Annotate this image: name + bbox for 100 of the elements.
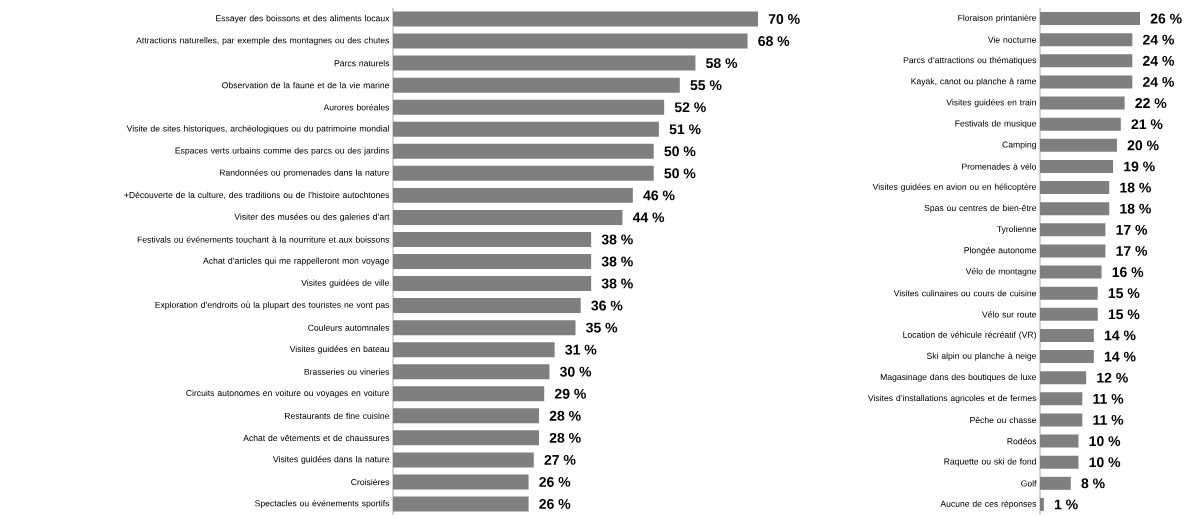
y-tick-label: Visiter des musées ou des galeries d’art <box>234 213 390 222</box>
bar <box>1040 54 1133 68</box>
y-tick-label: Achat d’articles qui me rappelleront mon voyage <box>203 257 390 266</box>
bar <box>393 408 539 424</box>
bar <box>393 99 665 115</box>
y-tick-label: Croisières <box>351 478 390 486</box>
y-tick-label: Visites guidées en bateau <box>289 345 389 354</box>
data-label: 24 % <box>1143 76 1175 87</box>
data-label: 26 % <box>539 499 571 509</box>
bar <box>1040 33 1133 47</box>
y-tick-label: Visites guidées en train <box>946 99 1036 108</box>
bar <box>393 298 581 314</box>
y-tick-label: Vélo de montagne <box>965 268 1037 277</box>
y-tick-label: Visites guidées dans la nature <box>273 455 390 464</box>
bar <box>1040 181 1110 195</box>
bar <box>393 496 529 512</box>
y-tick-label: Visites culinaires ou cours de cuisine <box>893 290 1037 297</box>
data-label: 26 % <box>539 476 571 487</box>
bar <box>393 430 539 446</box>
data-label: 38 % <box>601 234 633 245</box>
y-tick-label: Visite de sites historiques, archéologiques ou du patrimoine mondial <box>126 125 389 134</box>
data-label: 68 % <box>758 36 790 47</box>
data-label: 28 % <box>549 432 581 443</box>
y-tick-label: Festivals de musique <box>955 120 1037 129</box>
data-label: 24 % <box>1143 34 1175 45</box>
bar <box>393 209 623 225</box>
y-tick-label: Kayak, canot ou planche à rame <box>911 77 1037 87</box>
data-label: 38 % <box>601 256 633 267</box>
data-label: 52 % <box>674 102 706 113</box>
bar <box>393 231 592 247</box>
y-tick-label: Location de véhicule récréatif (VR) <box>903 331 1036 340</box>
bar <box>393 55 696 71</box>
bar <box>1040 371 1087 385</box>
bar <box>1040 75 1133 89</box>
bar <box>1040 350 1094 364</box>
y-tick-label: +Découverte de la culture, des traditions ou de l’histoire autochtones <box>124 191 390 200</box>
y-tick-label: Promenades à vélo <box>962 163 1037 170</box>
data-label: 26 % <box>1150 13 1182 24</box>
y-tick-label: Vie nocturne <box>987 36 1037 43</box>
bar <box>1040 202 1110 216</box>
y-tick-label: Randonnées ou promenades dans la nature <box>219 169 390 178</box>
y-tick-label: Spectacles ou événements sportifs <box>255 499 390 509</box>
bar <box>393 165 654 181</box>
data-label: 27 % <box>544 454 576 465</box>
data-label: 15 % <box>1108 309 1140 320</box>
y-tick-label: Raquette ou ski de fond <box>944 458 1036 467</box>
data-label: 35 % <box>586 322 618 333</box>
y-tick-label: Essayer des boissons et des aliments locaux <box>216 15 390 24</box>
bar <box>393 11 758 27</box>
y-tick-label: Vélo sur route <box>982 311 1037 318</box>
y-tick-label: Couleurs automnales <box>308 324 390 331</box>
y-tick-label: Golf <box>1021 480 1037 487</box>
bar <box>393 33 748 49</box>
bar <box>393 342 555 358</box>
bar <box>1040 159 1114 173</box>
y-tick-label: Ski alpin ou planche à neige <box>926 352 1037 361</box>
y-tick-label: Observation de la faune et de la vie marine <box>222 82 390 89</box>
y-tick-label: Circuits autonomes en voiture ou voyages en voiture <box>186 389 390 398</box>
bar <box>1040 455 1079 469</box>
data-label: 46 % <box>643 190 675 201</box>
bar <box>393 276 592 292</box>
y-tick-label: Rodéos <box>1007 437 1037 445</box>
data-label: 58 % <box>706 58 738 69</box>
bar <box>393 452 534 468</box>
bar <box>1040 286 1098 300</box>
bar <box>1040 96 1125 110</box>
y-tick-label: Parcs d’attractions ou thématiques <box>903 56 1037 65</box>
data-label: 11 % <box>1093 393 1124 404</box>
data-label: 31 % <box>565 344 597 355</box>
data-label: 11 % <box>1093 415 1124 425</box>
data-label: 30 % <box>559 366 592 377</box>
bar <box>1040 413 1083 427</box>
data-label: 70 % <box>768 14 800 24</box>
bar <box>393 320 576 336</box>
data-label: 14 % <box>1104 351 1136 362</box>
data-label: 21 % <box>1131 119 1163 130</box>
bar <box>393 77 680 93</box>
data-label: 38 % <box>601 278 633 289</box>
bar <box>1040 223 1106 237</box>
data-label: 8 % <box>1081 478 1105 489</box>
y-tick-label: Exploration d’endroits où la plupart des touristes ne vont pas <box>155 301 390 310</box>
y-tick-label: Aucune de ces réponses <box>940 500 1037 509</box>
y-tick-label: Visites guidées de ville <box>301 279 390 288</box>
y-tick-label: Espaces verts urbains comme des parcs ou des jardins <box>175 147 390 156</box>
bar <box>393 254 592 270</box>
data-label: 50 % <box>664 146 696 157</box>
data-label: 1 % <box>1054 499 1078 510</box>
y-tick-label: Visites guidées en avion ou en hélicoptère <box>872 183 1037 192</box>
y-tick-label: Restaurants de fine cuisine <box>285 412 390 419</box>
y-tick-label: Attractions naturelles, par exemple des montagnes ou des chutes <box>136 37 390 46</box>
y-tick-label: Parcs naturels <box>334 59 390 67</box>
data-label: 29 % <box>554 388 586 399</box>
data-label: 17 % <box>1116 246 1148 256</box>
y-tick-label: Camping <box>1002 141 1036 150</box>
bar <box>393 121 659 137</box>
y-tick-label: Floraison printanière <box>958 14 1037 23</box>
data-label: 28 % <box>549 410 581 421</box>
y-tick-label: Aurores boréales <box>323 103 390 111</box>
data-label: 10 % <box>1089 436 1121 447</box>
data-label: 10 % <box>1089 457 1121 468</box>
